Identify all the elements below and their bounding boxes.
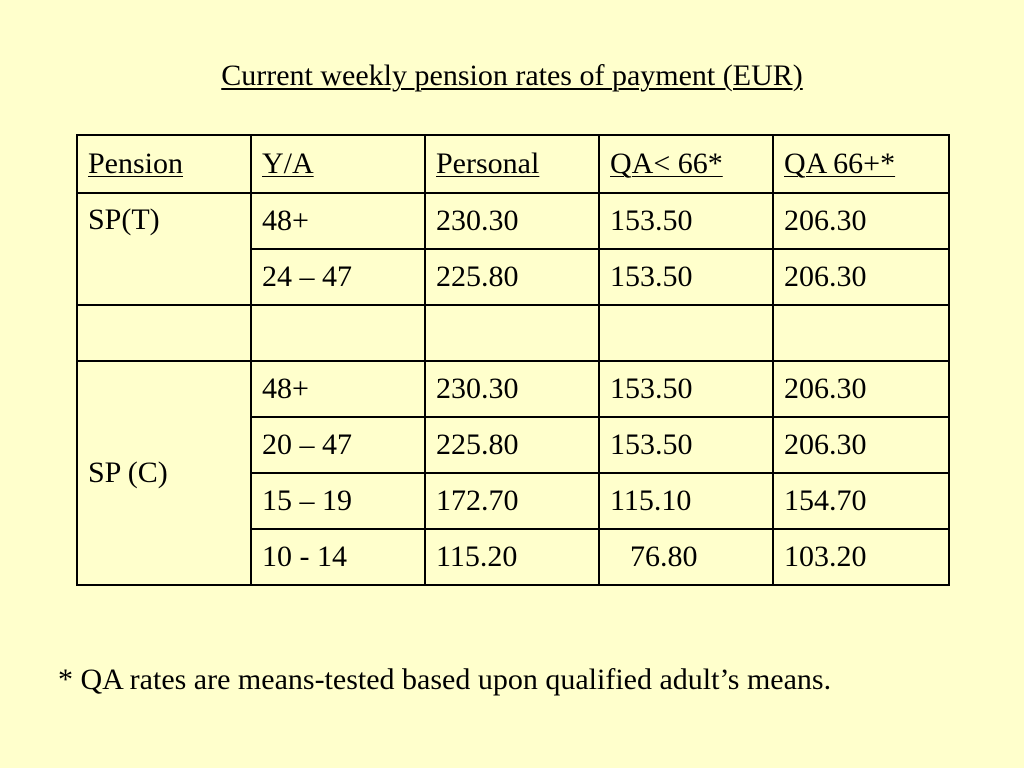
qa-66-plus-cell — [772, 304, 950, 362]
qa-66-plus-cell: 206.30 — [772, 192, 950, 250]
qa-under-66-cell: 153.50 — [598, 192, 774, 250]
pension-type-cell: SP(T) — [76, 192, 252, 306]
qa-66-plus-cell: 103.20 — [772, 528, 950, 586]
table-row-empty — [76, 304, 950, 362]
header-cell-ya: Y/A — [250, 134, 426, 194]
personal-rate-cell: 172.70 — [424, 472, 600, 530]
pension-rates-table: Pension Y/A Personal QA< 66* QA 66+* SP(… — [76, 134, 950, 586]
qa-under-66-cell: 115.10 — [598, 472, 774, 530]
header-cell-qa-under-66: QA< 66* — [598, 134, 774, 194]
table-row: 20 – 47 225.80 153.50 206.30 — [77, 416, 950, 474]
qa-66-plus-cell: 206.30 — [772, 416, 950, 474]
personal-rate-cell: 225.80 — [424, 248, 600, 306]
footnote: * QA rates are means-tested based upon q… — [58, 663, 832, 696]
slide-title: Current weekly pension rates of payment … — [0, 56, 1024, 96]
ya-cell: 24 – 47 — [250, 248, 426, 306]
ya-cell: 48+ — [250, 192, 426, 250]
ya-cell: 20 – 47 — [250, 416, 426, 474]
header-cell-personal: Personal — [424, 134, 600, 194]
qa-66-plus-cell: 206.30 — [772, 248, 950, 306]
pension-type-cell — [76, 304, 252, 362]
table-row: SP (C) 48+ 230.30 153.50 206.30 — [76, 360, 950, 586]
table-row: 15 – 19 172.70 115.10 154.70 — [77, 472, 950, 530]
table-row: 10 - 14 115.20 76.80 103.20 — [77, 528, 950, 586]
personal-rate-cell: 115.20 — [424, 528, 600, 586]
ya-cell: 10 - 14 — [250, 528, 426, 586]
ya-cell: 15 – 19 — [250, 472, 426, 530]
table-row: 24 – 47 225.80 153.50 206.30 — [77, 248, 950, 306]
ya-cell: 48+ — [250, 360, 426, 418]
qa-66-plus-cell: 154.70 — [772, 472, 950, 530]
personal-rate-cell: 225.80 — [424, 416, 600, 474]
personal-rate-cell: 230.30 — [424, 192, 600, 250]
personal-rate-cell: 230.30 — [424, 360, 600, 418]
qa-under-66-cell: 153.50 — [598, 416, 774, 474]
slide-title-text: Current weekly pension rates of payment … — [221, 59, 803, 92]
header-cell-qa-66-plus: QA 66+* — [772, 134, 950, 194]
qa-66-plus-cell: 206.30 — [772, 360, 950, 418]
qa-under-66-cell: 153.50 — [598, 360, 774, 418]
qa-under-66-cell — [598, 304, 774, 362]
header-cell-pension: Pension — [76, 134, 252, 194]
personal-rate-cell — [424, 304, 600, 362]
qa-under-66-cell: 153.50 — [598, 248, 774, 306]
pension-type-cell: SP (C) — [76, 360, 252, 586]
qa-under-66-cell: 76.80 — [598, 528, 774, 586]
table-row: SP(T) 48+ 230.30 153.50 206.30 — [76, 192, 950, 306]
table-header-row: Pension Y/A Personal QA< 66* QA 66+* — [76, 134, 950, 194]
ya-cell — [250, 304, 426, 362]
